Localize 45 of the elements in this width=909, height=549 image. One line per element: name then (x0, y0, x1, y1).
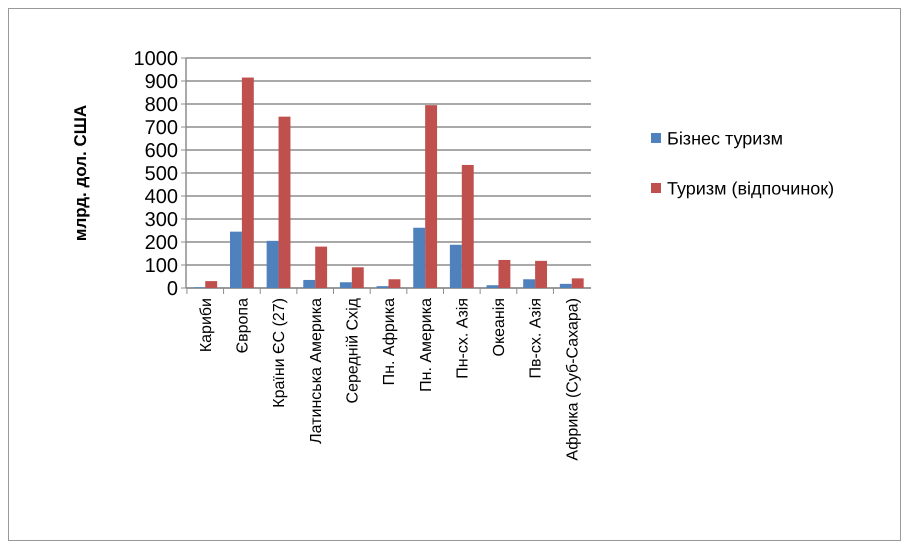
y-tick-label: 600 (144, 140, 178, 162)
bar (388, 279, 400, 288)
x-tick-label: Пн-сх. Азія (454, 298, 472, 379)
x-tick-label: Кариби (198, 298, 215, 352)
y-tick-label: 700 (144, 117, 178, 139)
y-tick-label: 100 (144, 255, 178, 277)
bar (205, 281, 218, 288)
x-tick-label: Пн. Африка (381, 298, 398, 386)
bar (572, 278, 584, 288)
x-tick-label: Країни ЄС (27) (271, 298, 288, 408)
y-tick-label: 300 (144, 209, 178, 231)
y-tick-label: 800 (144, 94, 178, 116)
bar (498, 260, 510, 288)
y-tick-label: 200 (144, 232, 178, 254)
bar (230, 232, 242, 288)
y-tick-label: 900 (144, 71, 178, 93)
bar (450, 244, 462, 288)
bar (425, 105, 438, 288)
legend-label: Бізнес туризм (667, 128, 783, 148)
bar (535, 260, 548, 288)
bar (242, 78, 254, 288)
bar (352, 267, 364, 288)
y-axis-title: млрд. дол. США (71, 104, 90, 242)
bar (303, 280, 316, 288)
bar (340, 282, 352, 288)
bar (523, 279, 536, 288)
legend-label: Туризм (відпочинок) (667, 178, 834, 198)
x-tick-label: Океанія (491, 298, 508, 356)
bar (560, 284, 572, 288)
y-tick-label: 400 (144, 186, 178, 208)
x-tick-label: Пв-сх. Азія (528, 298, 545, 378)
y-tick-label: 0 (166, 278, 178, 300)
bar (315, 246, 328, 288)
bar (278, 116, 290, 288)
y-tick-label: 500 (144, 163, 178, 185)
bar (462, 164, 474, 288)
x-tick-label: Середній Схід (344, 297, 362, 404)
y-tick-label: 1000 (134, 48, 178, 70)
x-tick-label: Європа (234, 298, 252, 354)
bar (486, 285, 498, 288)
x-tick-label: Пн. Америка (418, 298, 435, 392)
bar (413, 228, 426, 288)
bar (266, 240, 279, 288)
x-tick-label: Африка (Суб-Сахара) (564, 298, 582, 461)
x-tick-label: Латинська Америка (308, 298, 325, 444)
